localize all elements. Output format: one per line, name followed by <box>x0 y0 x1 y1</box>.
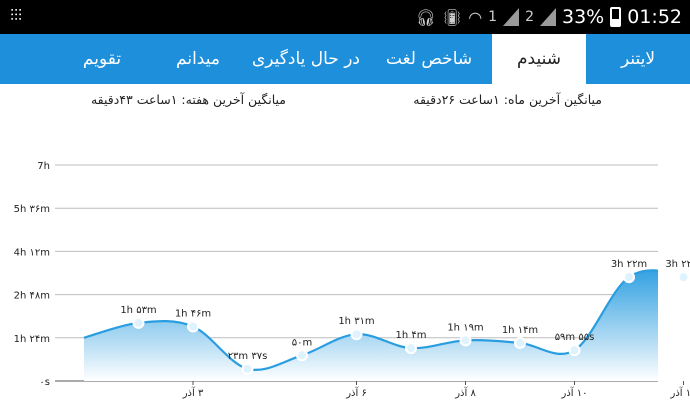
data-point[interactable] <box>459 334 472 347</box>
data-point[interactable] <box>405 342 417 355</box>
equalizer-icon: ⫶⫶⫶ <box>10 6 23 25</box>
data-label: 1h ۱۹m <box>447 322 483 333</box>
data-point[interactable] <box>677 271 690 284</box>
x-tick-label: ۳ آذر <box>182 386 204 399</box>
tab-learning[interactable]: در حال یادگیری <box>251 49 361 69</box>
tab-bar: لایتنر شنیدم شاخص لغت در حال یادگیری مید… <box>0 34 690 84</box>
data-label: 1h ۴۶m <box>175 308 211 319</box>
data-label: 3h ۲۲m <box>665 259 690 270</box>
y-tick-label: 5h ۳۶m <box>14 204 50 215</box>
data-point[interactable] <box>514 336 526 349</box>
data-label: 1h ۳۱m <box>338 316 374 327</box>
y-tick-label: 4h ۱۲m <box>14 247 50 258</box>
data-label: 1h ۱۴m <box>502 325 538 336</box>
no-signal-icon <box>540 8 556 26</box>
data-point[interactable] <box>187 320 199 333</box>
data-label: ۲۳m ۳۷s <box>228 351 268 362</box>
vibrate-icon: 📳︎ <box>441 7 463 27</box>
data-label: 1h ۵۳m <box>120 305 156 316</box>
data-point[interactable] <box>296 349 308 362</box>
data-point[interactable] <box>623 271 635 284</box>
y-tick-label: 7h <box>37 161 50 172</box>
x-tick-label: ۶ آذر <box>345 386 367 399</box>
tab-calendar[interactable]: تقویم <box>82 49 122 69</box>
week-average: میانگین آخرین هفته: ۱ساعت ۴۳دقیقه <box>90 92 286 107</box>
month-average: میانگین آخرین ماه: ۱ساعت ۲۶دقیقه <box>413 92 602 107</box>
y-tick-label: 2h ۴۸m <box>14 291 50 302</box>
x-tick-label: ۱۲ آذر <box>670 386 690 399</box>
data-point[interactable] <box>568 344 581 357</box>
y-tick-label: ۰s <box>39 377 50 388</box>
tab-word-index[interactable]: شاخص لغت <box>385 49 473 69</box>
tab-known[interactable]: میدانم <box>176 49 220 69</box>
sim2-label: 2 <box>525 9 534 25</box>
data-label: ۵۹m ۵۵s <box>555 332 595 343</box>
signal-icon <box>503 8 520 26</box>
wifi-icon: ◠ <box>468 7 483 27</box>
status-icons: 🎧︎ 📳︎ ◠ 1 2 33% 01:52 <box>416 4 682 30</box>
x-tick-label: ۱۰ آذر <box>561 386 588 399</box>
averages-row: میانگین آخرین ماه: ۱ساعت ۲۶دقیقه میانگین… <box>0 92 690 118</box>
x-tick-label: ۸ آذر <box>454 386 476 399</box>
data-label: ۵۰m <box>292 337 312 348</box>
data-point[interactable] <box>350 328 363 341</box>
data-label: 3h ۲۲m <box>611 259 647 270</box>
data-point[interactable] <box>132 316 145 329</box>
sim1-label: 1 <box>488 9 498 25</box>
area-fill <box>84 270 658 381</box>
tab-leitner[interactable]: لایتنر <box>620 49 656 69</box>
data-point[interactable] <box>241 362 254 375</box>
battery-percent: 33% <box>562 6 605 28</box>
battery-icon <box>610 7 622 27</box>
status-bar: ⫶⫶⫶ 🎧︎ 📳︎ ◠ 1 2 33% 01:52 <box>0 0 690 34</box>
headphones-icon: 🎧︎ <box>415 7 436 27</box>
tab-heard[interactable]: شنیدم <box>492 34 586 84</box>
data-label: 1h ۴m <box>396 330 427 341</box>
y-tick-label: 1h ۲۴m <box>14 334 50 345</box>
listening-time-chart: ۰s 1h ۲۴m 2h ۴۸m 4h ۱۲m 5h ۳۶m 7h 1h ۵۳m 1h ۴۶… <box>14 161 690 399</box>
clock: 01:52 <box>627 6 682 28</box>
